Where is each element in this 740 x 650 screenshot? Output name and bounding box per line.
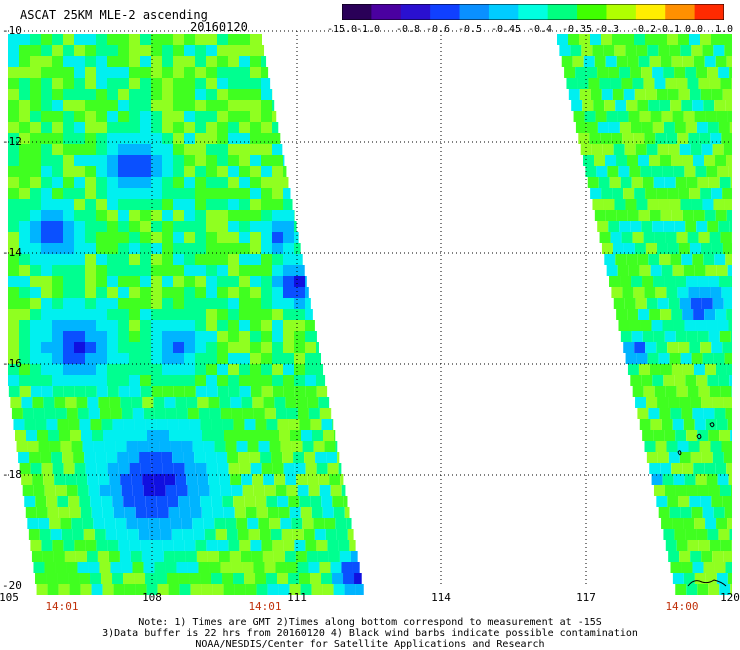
left-swath bbox=[8, 34, 364, 595]
colorbar-swatch bbox=[342, 4, 372, 20]
lat-label: -10 bbox=[2, 24, 22, 37]
colorbar-labels: -15.0 -1.0 -0.8 -0.6 -0.5 -0.45 -0.4 -0.… bbox=[322, 24, 740, 38]
note-line-3: NOAA/NESDIS/Center for Satellite Applica… bbox=[195, 639, 545, 650]
coastline bbox=[687, 579, 727, 587]
colorbar-swatch bbox=[371, 4, 402, 20]
lat-label: -12 bbox=[2, 135, 22, 148]
colorbar-swatch bbox=[635, 4, 666, 20]
colorbar-swatch bbox=[400, 4, 431, 20]
colorbar-label: -0.8 bbox=[395, 24, 421, 35]
colorbar-label: -0.3 bbox=[594, 24, 620, 35]
colorbar-swatch bbox=[459, 4, 490, 20]
gridlines bbox=[8, 30, 732, 587]
colorbar-swatch bbox=[430, 4, 461, 20]
colorbar-swatch bbox=[577, 4, 608, 20]
chart-title: ASCAT 25KM MLE-2 ascending bbox=[20, 8, 208, 22]
colorbar-label: -0.35 bbox=[561, 24, 593, 35]
note-line-2: 3)Data buffer is 22 hrs from 20160120 4)… bbox=[102, 628, 638, 639]
lat-label: -18 bbox=[2, 468, 22, 481]
lon-label: 114 bbox=[431, 591, 451, 604]
colorbar-swatch bbox=[665, 4, 696, 20]
right-swath bbox=[557, 34, 732, 595]
time-label: 14:00 bbox=[665, 600, 699, 613]
colorbar-label: -0.1 bbox=[655, 24, 681, 35]
time-label: 14:01 bbox=[45, 600, 79, 613]
lon-label: 105 bbox=[0, 591, 19, 604]
colorbar-swatch bbox=[488, 4, 519, 20]
island-outline bbox=[709, 422, 715, 428]
lon-label: 108 bbox=[142, 591, 162, 604]
colorbar-swatch bbox=[518, 4, 549, 20]
island-outlines bbox=[677, 422, 727, 587]
note-line-1: Note: 1) Times are GMT 2)Times along bot… bbox=[138, 617, 602, 628]
colorbar-label: -15.0 bbox=[326, 24, 358, 35]
colorbar-label: 0.0 bbox=[684, 24, 704, 35]
colorbar-label: -0.2 bbox=[631, 24, 657, 35]
lat-label: -14 bbox=[2, 246, 22, 259]
colorbar-label: 1.0 bbox=[714, 24, 734, 35]
lat-label: -20 bbox=[2, 579, 22, 592]
island-outline bbox=[677, 450, 682, 456]
colorbar-label: -0.45 bbox=[490, 24, 522, 35]
colorbar-label: -1.0 bbox=[355, 24, 381, 35]
colorbar-swatch bbox=[547, 4, 578, 20]
lon-label: 120 bbox=[720, 591, 740, 604]
lat-label: -16 bbox=[2, 357, 22, 370]
lon-label: 117 bbox=[576, 591, 596, 604]
colorbar bbox=[342, 4, 724, 20]
colorbar-label: -0.5 bbox=[457, 24, 483, 35]
lon-label: 111 bbox=[287, 591, 307, 604]
island-outline bbox=[696, 433, 702, 440]
colorbar-swatch bbox=[694, 4, 724, 20]
colorbar-label: -0.6 bbox=[425, 24, 451, 35]
time-label: 14:01 bbox=[248, 600, 282, 613]
colorbar-swatch bbox=[606, 4, 637, 20]
colorbar-label: -0.4 bbox=[527, 24, 553, 35]
